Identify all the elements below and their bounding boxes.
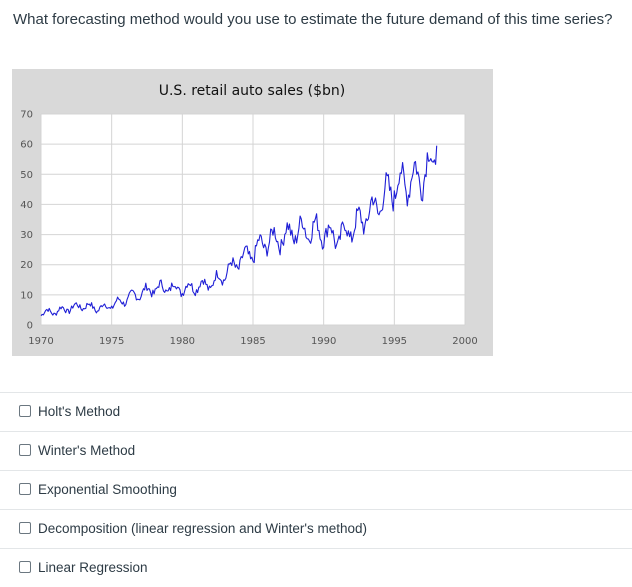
checkbox-exponential-smoothing[interactable] <box>19 483 31 495</box>
question-text: What forecasting method would you use to… <box>13 11 613 28</box>
option-decomposition[interactable]: Decomposition (linear regression and Win… <box>0 509 632 548</box>
y-tick-label: 70 <box>20 110 33 121</box>
option-winters-method[interactable]: Winter's Method <box>0 431 632 470</box>
option-label-decomposition[interactable]: Decomposition (linear regression and Win… <box>38 521 367 536</box>
option-exponential-smoothing[interactable]: Exponential Smoothing <box>0 470 632 509</box>
y-tick-label: 20 <box>20 260 33 271</box>
y-tick-label: 40 <box>20 200 33 211</box>
series-line <box>40 145 438 317</box>
option-label-winters-method[interactable]: Winter's Method <box>38 443 136 458</box>
x-tick-label: 1980 <box>170 336 195 347</box>
x-tick-label: 1970 <box>28 336 53 347</box>
x-tick-label: 1990 <box>311 336 336 347</box>
x-tick-label: 1985 <box>240 336 265 347</box>
checkbox-winters-method[interactable] <box>19 444 31 456</box>
y-tick-label: 0 <box>27 321 33 332</box>
x-tick-label: 2000 <box>452 336 477 347</box>
option-label-holts-method[interactable]: Holt's Method <box>38 404 121 419</box>
y-tick-label: 60 <box>20 140 33 151</box>
x-tick-label: 1995 <box>382 336 407 347</box>
answer-options: Holt's Method Winter's Method Exponentia… <box>0 392 632 587</box>
y-tick-label: 50 <box>20 170 33 181</box>
y-tick-label: 30 <box>20 230 33 241</box>
chart-title: U.S. retail auto sales ($bn) <box>159 83 346 99</box>
x-tick-label: 1975 <box>99 336 124 347</box>
option-label-linear-regression[interactable]: Linear Regression <box>38 560 148 575</box>
option-linear-regression[interactable]: Linear Regression <box>0 548 632 587</box>
y-tick-label: 10 <box>20 290 33 301</box>
checkbox-decomposition[interactable] <box>19 522 31 534</box>
option-holts-method[interactable]: Holt's Method <box>0 392 632 431</box>
checkbox-holts-method[interactable] <box>19 405 31 417</box>
chart-svg: 0 10 20 30 40 50 60 70 1970 1975 1980 1985 1990 1995 2… <box>12 69 493 356</box>
checkbox-linear-regression[interactable] <box>19 561 31 573</box>
chart: 0 10 20 30 40 50 60 70 1970 1975 1980 1985 1990 1995 2… <box>12 69 493 356</box>
option-label-exponential-smoothing[interactable]: Exponential Smoothing <box>38 482 177 497</box>
